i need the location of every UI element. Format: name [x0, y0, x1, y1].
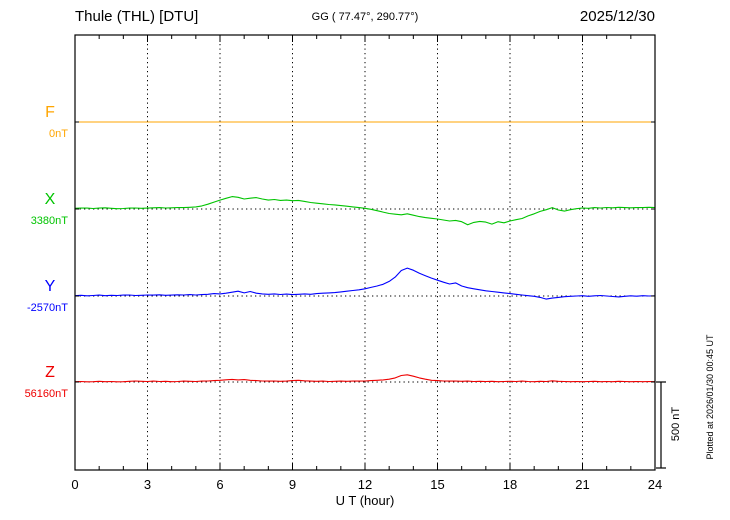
series-label-Y: Y	[45, 278, 56, 295]
x-tick-label: 18	[503, 477, 517, 492]
x-tick-label: 3	[144, 477, 151, 492]
series-baseline-label-Z: 56160nT	[25, 388, 69, 400]
x-tick-label: 9	[289, 477, 296, 492]
x-tick-label: 24	[648, 477, 662, 492]
series-baseline-label-F: 0nT	[49, 128, 68, 140]
trace-Z	[74, 374, 656, 383]
x-tick-label: 12	[358, 477, 372, 492]
series-baseline-label-X: 3380nT	[31, 215, 69, 227]
series-baseline-label-Y: -2570nT	[27, 302, 68, 314]
series-label-F: F	[45, 104, 55, 121]
scale-bar-label: 500 nT	[670, 406, 682, 442]
trace-X	[74, 196, 656, 226]
plotted-at-label: Plotted at 2026/01/30 00:45 UT	[705, 334, 715, 460]
x-axis-title: U T (hour)	[335, 493, 395, 508]
x-tick-label: 0	[71, 477, 78, 492]
station-title: Thule (THL) [DTU]	[75, 8, 199, 25]
x-tick-label: 21	[575, 477, 589, 492]
date-label: 2025/12/30	[579, 8, 655, 25]
series-label-X: X	[45, 191, 56, 208]
series-label-Z: Z	[45, 364, 55, 381]
trace-Y	[74, 267, 656, 300]
x-tick-label: 15	[430, 477, 444, 492]
geographic-coords-label: GG ( 77.47°, 290.77°)	[311, 11, 419, 23]
x-tick-label: 6	[216, 477, 223, 492]
